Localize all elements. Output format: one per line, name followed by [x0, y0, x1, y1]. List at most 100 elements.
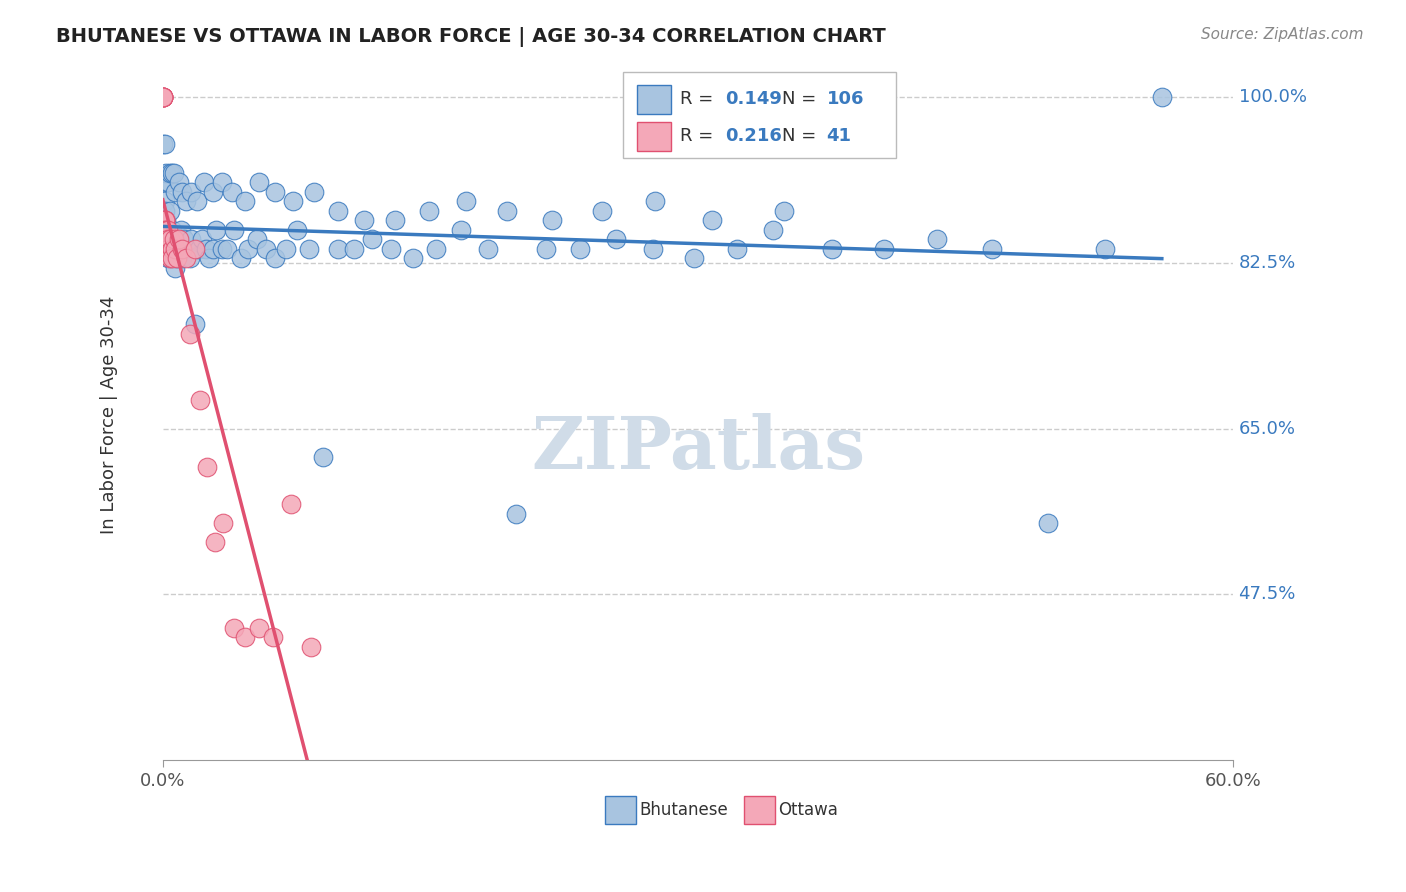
Point: [198, 251, 221, 265]
Text: N =: N =: [782, 90, 821, 108]
Point: [186, 194, 208, 209]
Text: 106: 106: [827, 90, 863, 108]
Point: [401, 251, 423, 265]
Point: [246, 232, 269, 246]
Point: [152, 90, 174, 104]
Point: [343, 242, 366, 256]
Point: [456, 194, 478, 209]
Point: [644, 194, 666, 209]
Point: [160, 242, 183, 256]
Point: [179, 326, 201, 341]
Point: [212, 516, 235, 531]
Point: [281, 194, 304, 209]
Point: [152, 175, 174, 189]
Point: [155, 232, 177, 246]
Point: [152, 90, 174, 104]
Point: [683, 251, 706, 265]
Point: [264, 251, 287, 265]
Point: [326, 242, 349, 256]
Point: [152, 90, 174, 104]
Point: [153, 203, 176, 218]
Point: [194, 242, 217, 256]
Point: [165, 260, 187, 275]
Point: [153, 137, 176, 152]
Point: [184, 242, 207, 256]
Point: [247, 621, 270, 635]
Point: [496, 203, 519, 218]
Point: [166, 242, 188, 256]
Point: [165, 185, 187, 199]
Point: [384, 213, 406, 227]
Point: [174, 242, 197, 256]
Point: [153, 213, 176, 227]
Point: [155, 232, 177, 246]
Point: [825, 90, 848, 104]
Point: [187, 242, 209, 256]
Text: 0.149: 0.149: [724, 90, 782, 108]
Point: [201, 242, 224, 256]
Point: [157, 175, 180, 189]
Point: [155, 222, 177, 236]
Text: 100.0%: 100.0%: [1239, 88, 1306, 106]
Point: [1150, 90, 1173, 104]
FancyBboxPatch shape: [744, 797, 775, 824]
Point: [157, 242, 180, 256]
Point: [155, 242, 177, 256]
Point: [380, 242, 402, 256]
Point: [224, 621, 246, 635]
Point: [153, 194, 176, 209]
Text: In Labor Force | Age 30-34: In Labor Force | Age 30-34: [100, 295, 118, 533]
Point: [172, 242, 194, 256]
Point: [162, 251, 184, 265]
Text: R =: R =: [681, 90, 718, 108]
Text: 82.5%: 82.5%: [1239, 254, 1296, 272]
Point: [1036, 516, 1059, 531]
Point: [157, 222, 180, 236]
Text: Bhutanese: Bhutanese: [640, 801, 728, 819]
Point: [180, 185, 202, 199]
Point: [152, 90, 174, 104]
Point: [569, 242, 592, 256]
FancyBboxPatch shape: [623, 72, 896, 159]
Point: [981, 242, 1004, 256]
Point: [591, 203, 613, 218]
Text: Source: ZipAtlas.com: Source: ZipAtlas.com: [1201, 27, 1364, 42]
Point: [162, 166, 184, 180]
Point: [360, 232, 382, 246]
Point: [643, 242, 665, 256]
Point: [702, 213, 724, 227]
Point: [254, 242, 277, 256]
Point: [160, 251, 183, 265]
Point: [162, 232, 184, 246]
Point: [155, 166, 177, 180]
Point: [193, 175, 215, 189]
Point: [152, 137, 174, 152]
Point: [152, 90, 174, 104]
Point: [540, 213, 562, 227]
Point: [312, 450, 335, 464]
Point: [762, 222, 785, 236]
Text: R =: R =: [681, 128, 718, 145]
Point: [191, 232, 214, 246]
Point: [224, 222, 246, 236]
Point: [262, 630, 284, 644]
Point: [160, 222, 183, 236]
Point: [425, 242, 447, 256]
Point: [166, 251, 188, 265]
Point: [326, 203, 349, 218]
FancyBboxPatch shape: [605, 797, 636, 824]
Point: [152, 213, 174, 227]
Point: [159, 232, 181, 246]
Point: [173, 232, 195, 246]
Point: [285, 222, 308, 236]
Point: [157, 222, 180, 236]
Point: [152, 90, 174, 104]
Point: [167, 175, 190, 189]
Point: [274, 242, 297, 256]
Point: [155, 213, 177, 227]
Point: [925, 232, 948, 246]
Point: [157, 251, 180, 265]
Point: [155, 232, 177, 246]
Point: [159, 203, 181, 218]
Text: 0.216: 0.216: [724, 128, 782, 145]
